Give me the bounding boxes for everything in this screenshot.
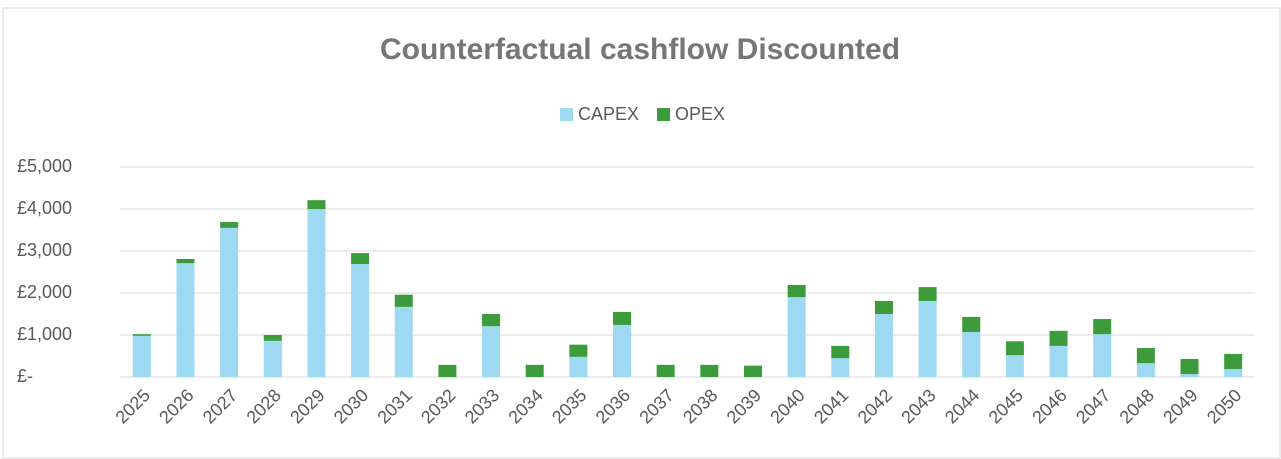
- bar: [1049, 330, 1068, 346]
- bar: [1180, 374, 1199, 377]
- bar: [787, 285, 806, 298]
- bar: [613, 311, 632, 325]
- bar: [263, 340, 282, 377]
- y-tick-label: £2,000: [17, 282, 72, 302]
- bar: [1224, 369, 1243, 377]
- bar: [132, 334, 151, 336]
- legend-swatch: [657, 108, 671, 121]
- bar: [394, 306, 413, 377]
- bar: [307, 200, 326, 209]
- bar: [874, 300, 893, 314]
- y-tick-label: £-: [17, 366, 33, 386]
- bar: [743, 365, 762, 377]
- bar: [569, 344, 588, 357]
- bar: [351, 264, 370, 377]
- bar: [1093, 319, 1112, 335]
- bar: [1224, 353, 1243, 370]
- chart-title: Counterfactual cashflow Discounted: [380, 33, 900, 66]
- bar: [307, 209, 326, 377]
- bar: [831, 345, 850, 359]
- bar: [482, 314, 501, 327]
- bar: [962, 316, 981, 333]
- legend-label: OPEX: [675, 104, 725, 124]
- bar: [831, 358, 850, 377]
- bar: [1136, 363, 1155, 377]
- chart-frame: [2, 7, 1281, 459]
- bar: [263, 335, 282, 341]
- y-tick-label: £5,000: [17, 156, 72, 176]
- bar: [787, 297, 806, 377]
- legend-label: CAPEX: [578, 104, 639, 124]
- y-tick-label: £4,000: [17, 198, 72, 218]
- bar: [1136, 348, 1155, 364]
- y-tick-label: £1,000: [17, 324, 72, 344]
- bar: [220, 222, 239, 228]
- bar: [874, 314, 893, 377]
- legend-swatch: [560, 108, 573, 121]
- bar: [918, 300, 937, 377]
- bar: [220, 227, 239, 377]
- bar: [132, 335, 151, 377]
- bar: [656, 364, 675, 377]
- bar: [962, 332, 981, 377]
- y-tick-label: £3,000: [17, 240, 72, 260]
- bar: [700, 364, 719, 377]
- bar: [1005, 355, 1024, 377]
- bar: [438, 364, 457, 377]
- bar: [918, 287, 937, 301]
- bar: [1180, 358, 1199, 375]
- bar: [1093, 334, 1112, 377]
- bar: [569, 356, 588, 377]
- bar: [1049, 345, 1068, 377]
- bar: [176, 263, 195, 377]
- bar: [482, 326, 501, 377]
- bar: [525, 364, 544, 377]
- bar: [1005, 341, 1024, 356]
- bar: [176, 258, 195, 264]
- bar: [613, 324, 632, 377]
- bar: [394, 294, 413, 307]
- bar: [351, 253, 370, 265]
